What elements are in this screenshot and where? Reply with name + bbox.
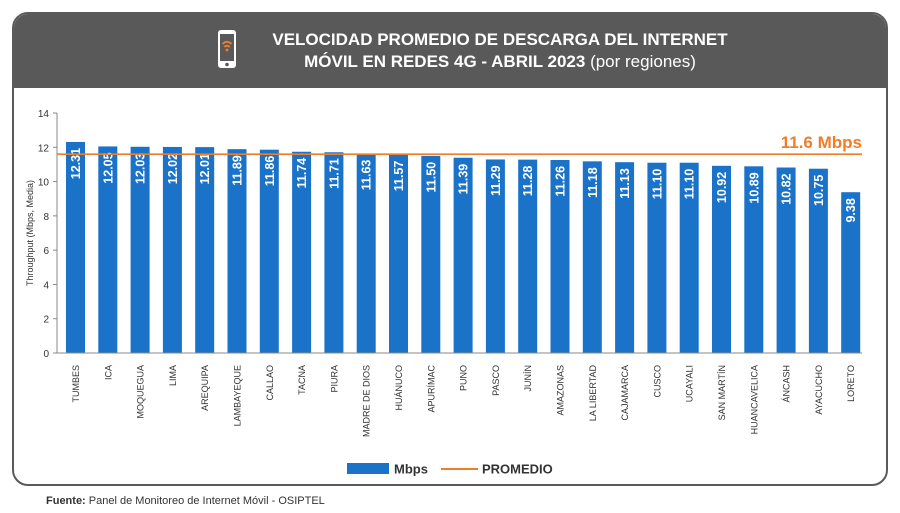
x-category-label: AYACUCHO xyxy=(814,365,824,415)
x-category-label: LORETO xyxy=(846,365,856,402)
x-category-label: ICA xyxy=(103,365,113,380)
x-category-label: CAJAMARCA xyxy=(620,365,630,421)
average-label: 11.6 Mbps xyxy=(781,133,862,152)
x-category-label: SAN MARTÍN xyxy=(717,365,727,420)
x-category-label: TUMBES xyxy=(71,365,81,403)
bar xyxy=(227,149,247,353)
bar-data-label: 11.26 xyxy=(554,166,568,197)
x-category-label: MADRE DE DIOS xyxy=(362,365,372,437)
x-category-label: CALLAO xyxy=(265,365,275,401)
chart-title-sub: (por regiones) xyxy=(590,52,696,71)
x-category-label: TACNA xyxy=(297,365,307,395)
chart-title-main: MÓVIL EN REDES 4G - ABRIL 2023 xyxy=(304,52,586,71)
bar-data-label: 9.38 xyxy=(844,198,858,222)
legend-swatch-mbps xyxy=(347,463,389,474)
x-category-label: AREQUIPA xyxy=(200,365,210,411)
legend-label-average: PROMEDIO xyxy=(482,462,553,477)
bar-data-label: 11.89 xyxy=(231,155,245,186)
bar-data-label: 11.28 xyxy=(521,166,535,197)
x-category-label: JUNÍN xyxy=(523,365,533,392)
y-tick-label: 8 xyxy=(43,212,49,223)
source-label: Fuente: xyxy=(46,495,86,507)
y-tick-label: 4 xyxy=(43,280,49,291)
bar xyxy=(615,162,635,353)
y-tick-label: 2 xyxy=(43,315,49,326)
chart-title-line2: MÓVIL EN REDES 4G - ABRIL 2023 (por regi… xyxy=(240,52,760,72)
bar-data-label: 11.39 xyxy=(457,164,471,195)
bar-data-label: 11.74 xyxy=(295,158,309,189)
x-category-label: UCAYALI xyxy=(685,365,695,402)
y-tick-label: 6 xyxy=(43,246,49,257)
x-category-label: MOQUEGUA xyxy=(136,365,146,419)
source-note: Fuente: Panel de Monitoreo de Internet M… xyxy=(46,495,325,507)
x-category-label: LIMA xyxy=(168,365,178,386)
bar xyxy=(518,159,538,353)
y-axis-title: Throughput (Mbps, Media) xyxy=(25,180,35,286)
chart-card: VELOCIDAD PROMEDIO DE DESCARGA DEL INTER… xyxy=(12,12,888,486)
bar xyxy=(841,192,861,353)
bar xyxy=(808,168,828,353)
bar-data-label: 11.50 xyxy=(424,162,438,193)
legend-label-mbps: Mbps xyxy=(394,462,428,477)
bar-data-label: 12.01 xyxy=(198,153,212,184)
bar xyxy=(582,161,602,353)
x-category-label: APURÍMAC xyxy=(426,365,436,413)
bar xyxy=(324,152,344,353)
source-text: Panel de Monitoreo de Internet Móvil - O… xyxy=(88,495,325,507)
bar xyxy=(195,147,215,353)
x-category-label: LAMBAYEQUE xyxy=(233,365,243,426)
bar xyxy=(485,159,505,353)
y-tick-label: 12 xyxy=(38,143,50,154)
x-category-label: CUSCO xyxy=(652,365,662,398)
bar xyxy=(776,167,796,353)
y-tick-label: 14 xyxy=(38,109,50,120)
x-category-label: PASCO xyxy=(491,365,501,396)
bar xyxy=(453,157,473,353)
bar xyxy=(98,146,118,353)
x-category-label: PIURA xyxy=(329,365,339,393)
bar xyxy=(421,155,441,353)
bar xyxy=(679,162,699,353)
x-category-label: PUNO xyxy=(459,365,469,391)
bar-data-label: 11.71 xyxy=(327,158,341,189)
bar xyxy=(389,154,408,353)
y-tick-label: 10 xyxy=(38,178,50,189)
bar-data-label: 11.29 xyxy=(489,165,503,196)
bar-data-label: 11.10 xyxy=(683,169,697,200)
x-category-label: HUANCAVELICA xyxy=(749,365,759,434)
x-category-label: ÁNCASH xyxy=(782,365,792,403)
bar-data-label: 10.75 xyxy=(812,175,826,206)
x-category-label: HUÁNUCO xyxy=(394,365,404,411)
chart-title-line1: VELOCIDAD PROMEDIO DE DESCARGA DEL INTER… xyxy=(272,30,728,49)
bar-data-label: 12.02 xyxy=(166,153,180,184)
bar-data-label: 12.05 xyxy=(101,152,115,183)
bar-data-label: 11.86 xyxy=(263,156,277,187)
bar xyxy=(744,166,764,353)
bar xyxy=(647,162,667,353)
y-tick-label: 0 xyxy=(43,349,49,360)
bar-data-label: 11.18 xyxy=(586,167,600,198)
bar-data-label: 11.10 xyxy=(650,169,664,200)
bar xyxy=(162,146,182,353)
x-category-label: AMAZONAS xyxy=(556,365,566,416)
bar xyxy=(66,141,85,353)
smartphone-wifi-icon xyxy=(218,30,236,68)
bar-data-label: 12.03 xyxy=(134,153,148,184)
bar xyxy=(130,146,150,353)
bar-data-label: 11.63 xyxy=(360,160,374,191)
bar-data-label: 10.89 xyxy=(747,172,761,203)
bar xyxy=(356,153,376,353)
x-category-label: LA LIBERTAD xyxy=(588,365,598,422)
bar xyxy=(712,165,731,353)
bar xyxy=(259,149,279,353)
bar-data-label: 12.31 xyxy=(69,148,83,179)
bar-data-label: 11.13 xyxy=(618,168,632,199)
title-banner: VELOCIDAD PROMEDIO DE DESCARGA DEL INTER… xyxy=(14,14,886,88)
bar-data-label: 10.92 xyxy=(715,172,729,203)
bar xyxy=(550,159,570,353)
bar-data-label: 10.82 xyxy=(780,173,794,204)
bar xyxy=(292,151,312,353)
bar-data-label: 11.57 xyxy=(392,161,406,192)
